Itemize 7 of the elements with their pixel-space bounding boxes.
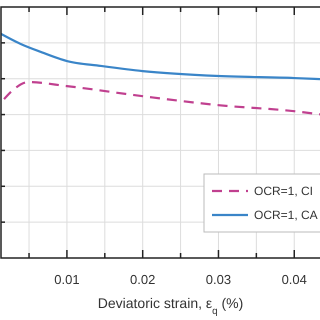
legend-label: OCR=1, CI [254,184,314,198]
x-tick-label: 0.01 [54,272,80,287]
x-tick-label: 0.02 [130,272,156,287]
legend-label: OCR=1, CA [254,208,318,222]
x-tick-label: 0.04 [282,272,307,287]
x-axis-title: Deviatoric strain, ε$_{q}$ (%) [98,295,244,316]
x-tick-label: 0.03 [206,272,232,287]
